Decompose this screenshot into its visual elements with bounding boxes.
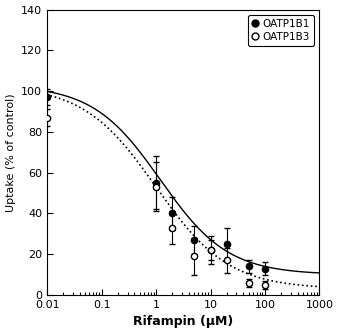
- Legend: OATP1B1, OATP1B3: OATP1B1, OATP1B3: [248, 15, 314, 46]
- X-axis label: Rifampin (μM): Rifampin (μM): [133, 315, 233, 328]
- Y-axis label: Uptake (% of control): Uptake (% of control): [5, 93, 16, 212]
